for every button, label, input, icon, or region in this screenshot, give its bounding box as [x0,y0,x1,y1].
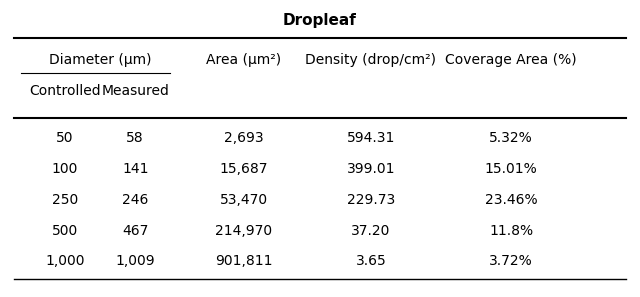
Text: 100: 100 [52,162,78,176]
Text: 1,000: 1,000 [45,255,85,268]
Text: Coverage Area (%): Coverage Area (%) [445,53,577,67]
Text: 53,470: 53,470 [220,193,268,207]
Text: 2,693: 2,693 [224,131,263,145]
Text: Controlled: Controlled [29,84,101,98]
Text: Measured: Measured [101,84,169,98]
Text: 37.20: 37.20 [351,224,390,238]
Text: 23.46%: 23.46% [485,193,538,207]
Text: 467: 467 [122,224,148,238]
Text: 11.8%: 11.8% [489,224,533,238]
Text: 141: 141 [122,162,148,176]
Text: 399.01: 399.01 [347,162,396,176]
Text: 901,811: 901,811 [215,255,272,268]
Text: 1,009: 1,009 [115,255,155,268]
Text: Dropleaf: Dropleaf [283,13,357,28]
Text: 594.31: 594.31 [347,131,395,145]
Text: 500: 500 [52,224,78,238]
Text: Density (drop/cm²): Density (drop/cm²) [305,53,436,67]
Text: 3.65: 3.65 [356,255,387,268]
Text: Diameter (μm): Diameter (μm) [49,53,152,67]
Text: 3.72%: 3.72% [490,255,533,268]
Text: 50: 50 [56,131,74,145]
Text: 246: 246 [122,193,148,207]
Text: 15.01%: 15.01% [484,162,538,176]
Text: 214,970: 214,970 [215,224,272,238]
Text: 250: 250 [52,193,78,207]
Text: Area (μm²): Area (μm²) [206,53,281,67]
Text: 229.73: 229.73 [347,193,395,207]
Text: 5.32%: 5.32% [490,131,533,145]
Text: 58: 58 [126,131,144,145]
Text: 15,687: 15,687 [220,162,268,176]
